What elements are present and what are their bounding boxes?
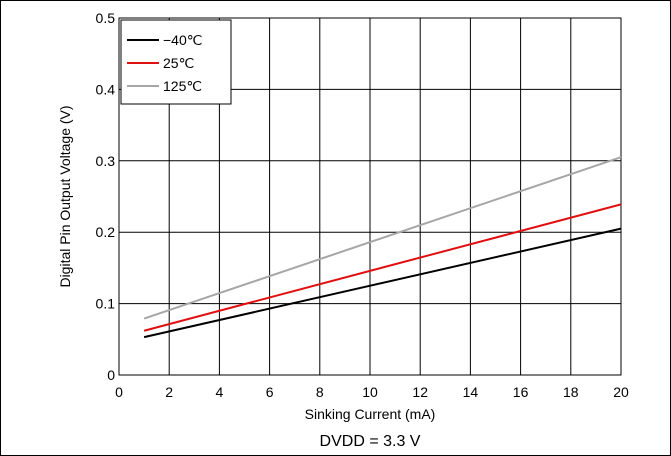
y-tick-label: 0.2 <box>96 224 116 240</box>
x-tick-label: 8 <box>316 384 324 400</box>
series-line <box>143 227 622 339</box>
legend-label: 25℃ <box>163 55 194 71</box>
y-tick-label: 0.1 <box>96 296 116 312</box>
x-tick-label: 2 <box>165 384 173 400</box>
x-tick-label: 20 <box>613 384 629 400</box>
series-line <box>143 203 622 332</box>
x-tick-label: 18 <box>563 384 579 400</box>
y-tick-label: 0.4 <box>96 81 116 97</box>
x-tick-label: 12 <box>412 384 428 400</box>
x-axis-ticks: 0 2 4 6 8 10 12 14 16 18 20 <box>115 384 629 400</box>
x-tick-label: 0 <box>115 384 123 400</box>
legend-label: 125℃ <box>163 78 202 94</box>
y-axis-label: Digital Pin Output Voltage (V) <box>57 105 73 287</box>
y-tick-label: 0.5 <box>96 10 116 26</box>
x-axis-label: Sinking Current (mA) <box>305 406 436 422</box>
x-tick-label: 14 <box>463 384 479 400</box>
x-tick-label: 4 <box>216 384 224 400</box>
y-tick-label: 0.3 <box>96 153 116 169</box>
y-tick-label: 0 <box>107 367 115 383</box>
series-line <box>143 156 622 320</box>
x-tick-label: 16 <box>513 384 529 400</box>
condition-caption: DVDD = 3.3 V <box>320 433 421 450</box>
legend-label: −40℃ <box>163 32 202 48</box>
series-lines <box>143 156 622 339</box>
y-axis-ticks: 0 0.1 0.2 0.3 0.4 0.5 <box>96 10 116 383</box>
legend: −40℃ 25℃ 125℃ <box>120 19 232 105</box>
x-tick-label: 10 <box>362 384 378 400</box>
plot-area-border <box>118 17 622 376</box>
x-tick-label: 6 <box>266 384 274 400</box>
